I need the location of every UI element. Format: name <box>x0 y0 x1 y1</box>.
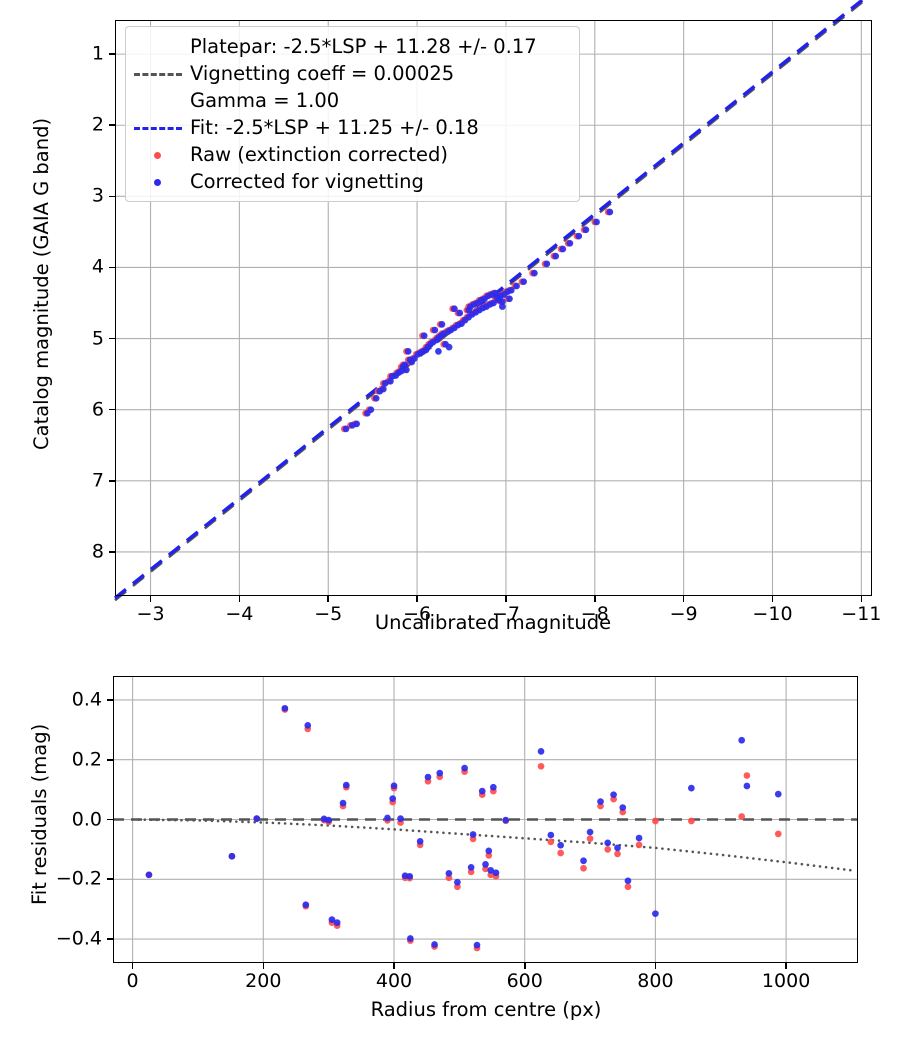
y-tick-label: 0.4 <box>71 688 102 711</box>
bottom-x-axis-title: Radius from centre (px) <box>370 998 602 1021</box>
y-tick-label: 3 <box>91 184 104 207</box>
y-tick-label: −0.2 <box>55 867 102 890</box>
y-tick-mark <box>107 699 113 701</box>
x-tick-mark <box>654 963 657 969</box>
legend-entry: Fit: -2.5*LSP + 11.25 +/- 0.18 <box>132 114 571 141</box>
legend-entry: Vignetting coeff = 0.00025 <box>132 60 571 87</box>
y-tick-label: 0.2 <box>71 748 102 771</box>
y-tick-mark <box>109 266 115 269</box>
legend-entry-label: Raw (extinction corrected) <box>190 142 448 166</box>
legend-entry-label: Corrected for vignetting <box>190 169 424 193</box>
x-tick-label: 400 <box>375 970 413 992</box>
legend-blue-marker-icon <box>132 172 184 192</box>
circle-marker-icon <box>154 151 161 159</box>
legend-entry-label: Platepar: -2.5*LSP + 11.28 +/- 0.17 <box>190 34 537 58</box>
x-tick-mark <box>505 596 507 602</box>
legend-entry: Raw (extinction corrected) <box>132 141 571 168</box>
legend-red-marker-icon <box>132 145 184 165</box>
x-tick-mark <box>860 596 863 602</box>
bottom-y-axis-title: Fit residuals (mag) <box>28 723 51 905</box>
y-tick-label: 7 <box>91 469 104 492</box>
legend-entry-label: Fit: -2.5*LSP + 11.25 +/- 0.18 <box>190 115 479 139</box>
circle-marker-icon <box>154 178 161 186</box>
y-tick-mark <box>109 124 115 127</box>
legend-dashed-blue-line-icon <box>132 118 184 138</box>
y-tick-mark <box>109 551 115 553</box>
legend-dashed-gray-line-icon <box>132 64 184 84</box>
y-tick-mark <box>107 878 113 881</box>
dashed-line-icon <box>134 126 182 130</box>
x-tick-label: −7 <box>491 603 520 625</box>
y-tick-mark <box>109 480 115 482</box>
y-tick-label: 4 <box>91 255 104 278</box>
x-tick-mark <box>785 963 787 969</box>
y-tick-label: 2 <box>91 113 104 136</box>
y-tick-mark <box>107 818 113 821</box>
legend-entry-label: Vignetting coeff = 0.00025 <box>190 61 455 85</box>
x-tick-label: −6 <box>403 603 432 625</box>
x-tick-mark <box>593 596 596 602</box>
y-tick-label: 5 <box>91 327 104 350</box>
x-tick-label: 200 <box>245 970 282 992</box>
y-tick-mark <box>107 938 113 940</box>
y-tick-mark <box>109 337 115 340</box>
x-tick-mark <box>393 963 395 969</box>
x-tick-mark <box>131 963 134 969</box>
dashed-line-icon <box>134 72 182 76</box>
y-tick-label: 1 <box>91 42 104 65</box>
x-tick-label: 600 <box>506 970 543 992</box>
x-tick-label: −4 <box>225 603 254 625</box>
top-x-axis-title: Uncalibrated magnitude <box>374 611 612 634</box>
fit-residuals-plot <box>113 676 858 963</box>
x-tick-label: −11 <box>841 603 882 625</box>
legend-empty-key <box>132 37 184 57</box>
scatter-series <box>342 208 614 433</box>
y-tick-label: 8 <box>91 540 104 563</box>
x-tick-mark <box>523 963 526 969</box>
y-tick-mark <box>109 195 115 198</box>
x-tick-label: −5 <box>314 603 343 625</box>
top-y-axis-title: Catalog magnitude (GAIA G band) <box>30 117 53 450</box>
legend-entry: Corrected for vignetting <box>132 168 571 195</box>
scatter-series <box>145 706 782 952</box>
legend: Platepar: -2.5*LSP + 11.28 +/- 0.17 Vigne… <box>125 26 580 202</box>
x-tick-mark <box>327 596 330 602</box>
x-tick-label: −10 <box>752 603 793 625</box>
y-tick-label: 6 <box>91 398 104 421</box>
y-tick-mark <box>109 408 115 411</box>
x-tick-mark <box>262 963 265 969</box>
legend-entry: Platepar: -2.5*LSP + 11.28 +/- 0.17 <box>132 33 571 60</box>
x-tick-label: 800 <box>637 970 674 992</box>
y-tick-mark <box>107 758 113 761</box>
x-tick-mark <box>149 596 152 602</box>
x-tick-mark <box>682 596 685 602</box>
x-tick-label: 0 <box>126 970 139 992</box>
scatter-series <box>145 704 782 949</box>
x-tick-mark <box>771 596 774 602</box>
x-tick-label: −3 <box>136 603 165 625</box>
y-tick-label: 0.0 <box>71 808 102 830</box>
y-tick-mark <box>109 53 115 55</box>
x-tick-label: −9 <box>669 603 698 625</box>
x-tick-label: −8 <box>580 603 609 625</box>
x-tick-mark <box>238 596 241 602</box>
legend-empty-key <box>132 91 184 111</box>
y-tick-label: −0.4 <box>55 927 102 950</box>
x-tick-mark <box>416 596 418 602</box>
x-tick-label: 1000 <box>761 970 811 992</box>
legend-entry-label: Gamma = 1.00 <box>190 88 340 112</box>
fit-residuals-canvas <box>113 676 858 963</box>
legend-entry: Gamma = 1.00 <box>132 87 571 114</box>
